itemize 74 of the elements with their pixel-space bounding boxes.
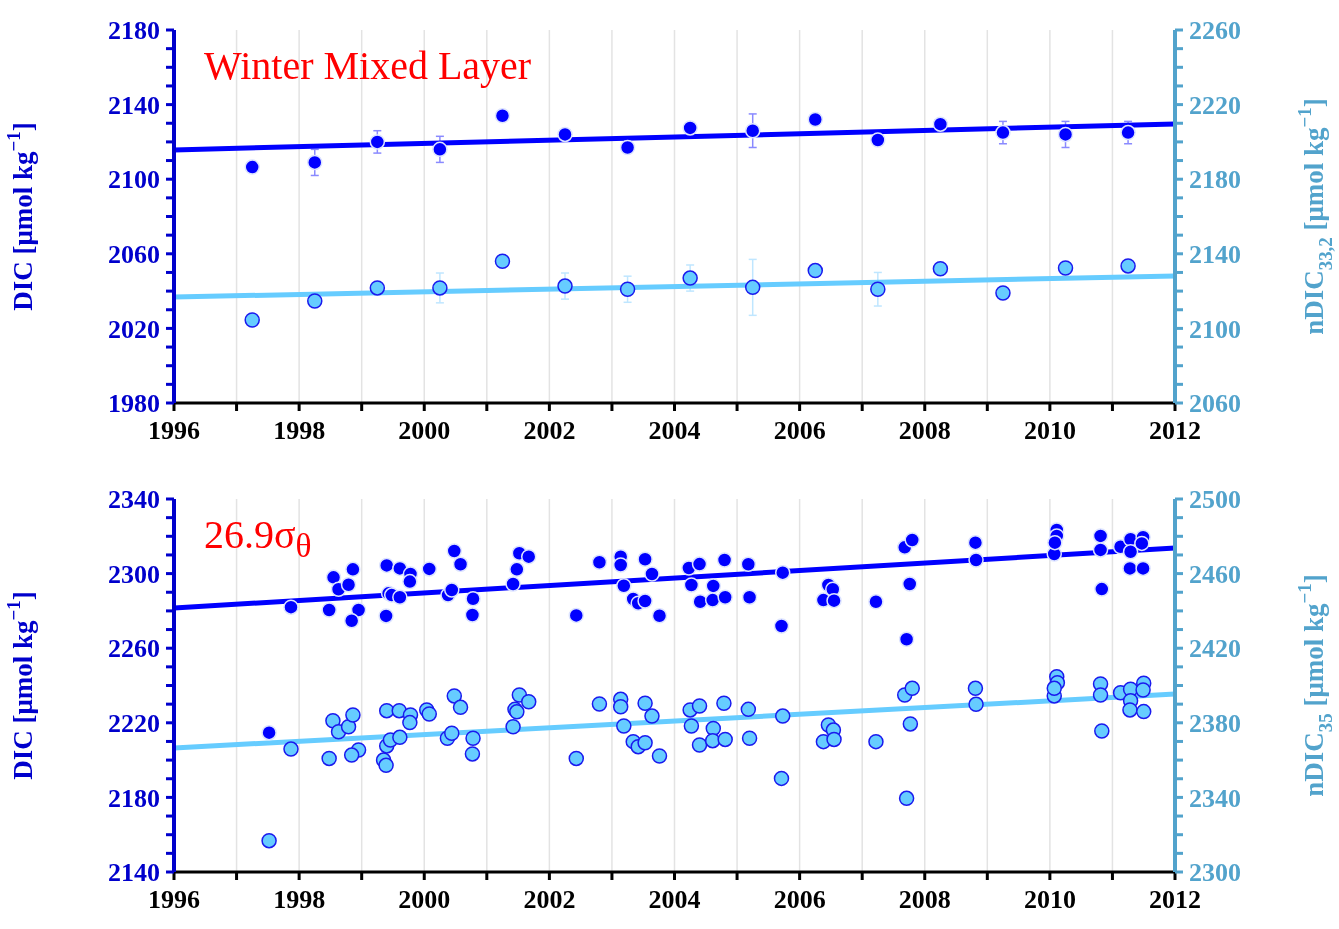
y2-tick-label: 2100 — [1189, 314, 1241, 344]
x-tick-label: 1998 — [273, 416, 326, 446]
y-tick-label: 2020 — [108, 314, 160, 344]
x-tick-label: 1996 — [148, 416, 200, 446]
y-tick-label: 2060 — [108, 240, 160, 270]
y-tick-label: 2220 — [108, 709, 160, 739]
y2-tick-label: 2180 — [1189, 165, 1241, 195]
y-tick-label: 2340 — [108, 485, 160, 515]
y2-tick-label: 2220 — [1189, 90, 1241, 120]
point — [557, 126, 573, 143]
x-tick-label: 2002 — [523, 416, 576, 446]
point — [619, 281, 636, 297]
y2-tick-label: 2300 — [1189, 858, 1241, 888]
x-tick-label: 2004 — [648, 885, 701, 915]
y-tick-label: 1980 — [108, 389, 160, 419]
x-tick-label: 2004 — [648, 416, 701, 446]
x-tick-label: 2010 — [1023, 416, 1076, 446]
y-tick-label: 2260 — [108, 634, 160, 664]
point — [244, 312, 260, 328]
x-tick-label: 1996 — [148, 885, 200, 915]
y2-tick-label: 2260 — [1189, 16, 1241, 46]
point — [307, 293, 323, 309]
x-tick-label: 2002 — [523, 885, 576, 915]
x-tick-label: 2000 — [398, 416, 451, 446]
point — [494, 253, 511, 270]
x-tick-label: 2010 — [1023, 885, 1076, 915]
point — [432, 141, 448, 158]
y2-tick-label: 2340 — [1189, 783, 1241, 813]
x-tick-label: 2012 — [1149, 416, 1201, 446]
y2-tick-label: 2060 — [1189, 389, 1241, 419]
point — [744, 279, 761, 296]
point — [1120, 258, 1136, 274]
x-tick-label: 2006 — [773, 416, 826, 446]
x-tick-label: 2006 — [773, 885, 826, 915]
point — [995, 285, 1011, 301]
point — [244, 159, 260, 175]
y-tick-label: 2180 — [108, 16, 160, 46]
point — [619, 139, 636, 156]
point — [557, 278, 573, 294]
y-tick-label: 2300 — [108, 559, 160, 589]
point — [369, 134, 386, 150]
annotation: Winter Mixed Layer — [204, 43, 532, 88]
point — [870, 132, 886, 148]
point — [432, 280, 448, 296]
y-tick-label: 2140 — [108, 90, 160, 120]
point — [807, 111, 824, 128]
point — [1057, 126, 1074, 143]
point — [995, 124, 1011, 141]
y2-tick-label: 2140 — [1189, 240, 1241, 270]
point — [369, 280, 386, 296]
x-tick-label: 2012 — [1149, 885, 1201, 915]
x-tick-label: 1998 — [273, 885, 326, 915]
point — [932, 260, 949, 277]
point — [932, 116, 949, 132]
y2-tick-label: 2420 — [1189, 634, 1241, 664]
point — [870, 281, 886, 297]
point — [494, 108, 511, 124]
annotation: 26.9σ$_{θ}$ — [204, 512, 312, 566]
y-tick-label: 2180 — [108, 783, 160, 813]
point — [682, 270, 698, 286]
x-tick-label: 2000 — [398, 885, 451, 915]
y2-tick-label: 2500 — [1189, 485, 1241, 515]
point — [807, 262, 824, 279]
point — [744, 122, 761, 139]
y2-tick-label: 2460 — [1189, 559, 1241, 589]
x-tick-label: 2008 — [898, 416, 951, 446]
point — [1057, 260, 1074, 276]
point — [307, 154, 323, 171]
x-tick-label: 2008 — [898, 885, 951, 915]
y-tick-label: 2100 — [108, 165, 160, 195]
point — [682, 120, 698, 136]
y-tick-label: 2140 — [108, 858, 160, 888]
y2-tick-label: 2380 — [1189, 709, 1241, 739]
point — [1120, 124, 1136, 141]
